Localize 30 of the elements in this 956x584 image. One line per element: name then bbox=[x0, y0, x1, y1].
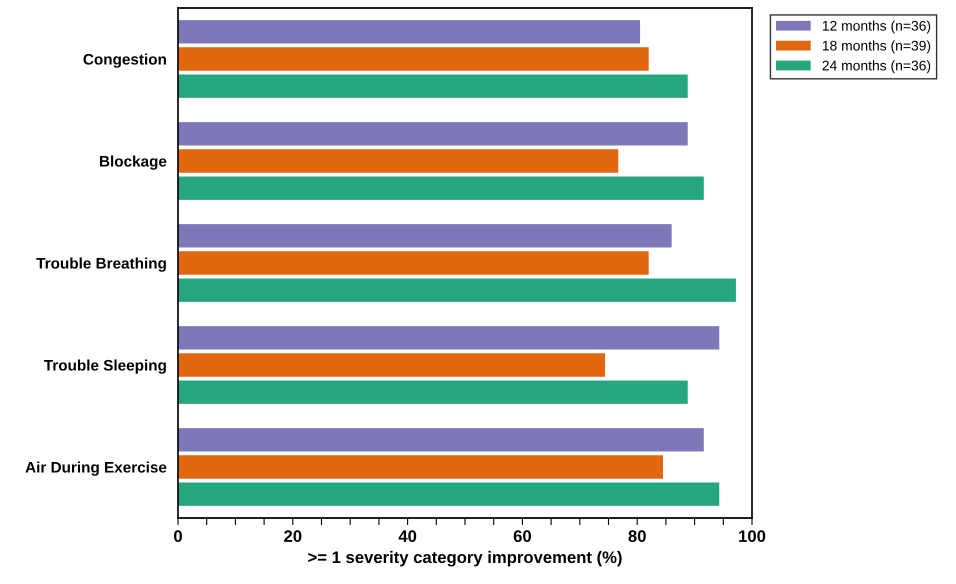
bar bbox=[178, 224, 672, 248]
x-tick-label: 40 bbox=[398, 530, 416, 542]
bar bbox=[178, 278, 736, 302]
legend-label: 24 months (n=36) bbox=[822, 60, 930, 74]
bar bbox=[178, 74, 688, 98]
x-tick-label: 100 bbox=[739, 530, 766, 542]
x-tick-label: 60 bbox=[514, 530, 531, 542]
y-tick-label: Trouble Breathing bbox=[36, 257, 166, 272]
x-tick-label: 20 bbox=[284, 530, 302, 542]
y-tick-label: Blockage bbox=[100, 155, 166, 170]
x-tick-label: 0 bbox=[174, 530, 182, 542]
bar bbox=[178, 482, 720, 506]
x-tick-label: 80 bbox=[628, 530, 646, 542]
bar bbox=[178, 122, 688, 146]
bar bbox=[178, 353, 606, 377]
legend-label: 18 months (n=39) bbox=[822, 40, 930, 54]
y-tick-label: Trouble Sleeping bbox=[44, 359, 166, 374]
bar bbox=[178, 380, 688, 404]
bar bbox=[178, 251, 649, 275]
bar bbox=[178, 20, 640, 44]
bar bbox=[178, 176, 704, 200]
bar bbox=[178, 47, 649, 71]
bar bbox=[178, 428, 704, 452]
bar bbox=[178, 455, 664, 479]
y-tick-label: Congestion bbox=[84, 53, 166, 68]
bar bbox=[178, 149, 618, 173]
y-tick-label: Air During Exercise bbox=[25, 461, 166, 476]
bar bbox=[178, 326, 720, 350]
legend-label: 12 months (n=36) bbox=[822, 20, 930, 34]
x-axis-title: >= 1 severity category improvement (%) bbox=[308, 550, 622, 567]
